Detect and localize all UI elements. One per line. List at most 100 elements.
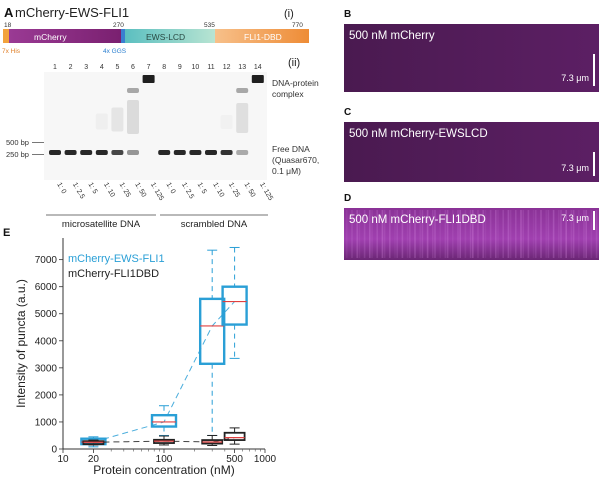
micrograph-puncta-streak bbox=[489, 210, 492, 258]
micrograph-image bbox=[344, 122, 599, 182]
micrograph-puncta-streak bbox=[558, 210, 560, 258]
lane-number: 6 bbox=[131, 64, 135, 71]
micrograph-puncta-streak bbox=[583, 210, 585, 258]
y-tick-label: 1000 bbox=[35, 417, 58, 428]
ews-lcd-label: EWS-LCD bbox=[146, 32, 185, 42]
micrograph-puncta-streak bbox=[356, 210, 358, 258]
micrograph-puncta-streak bbox=[497, 210, 499, 258]
free-dna-band bbox=[80, 150, 93, 155]
complex-band bbox=[251, 75, 264, 83]
panel-a-sub-ii: (ii) bbox=[288, 57, 300, 69]
marker-label-500bp: 500 bp bbox=[6, 138, 29, 147]
free-dna-band bbox=[173, 150, 186, 155]
lane-number: 4 bbox=[100, 64, 104, 71]
scale-bar-label: 7.3 μm bbox=[561, 73, 589, 83]
box-iqr bbox=[223, 431, 246, 441]
lane-number: 14 bbox=[254, 64, 262, 71]
his-tag-block bbox=[3, 29, 9, 43]
box-iqr bbox=[198, 297, 226, 365]
micrograph-puncta-streak bbox=[426, 210, 429, 258]
micrograph-puncta-streak bbox=[351, 210, 353, 258]
lane-number: 5 bbox=[115, 64, 119, 71]
position-label: 770 bbox=[292, 22, 303, 29]
complex-label: complex bbox=[272, 89, 304, 99]
x-tick-label: 20 bbox=[88, 454, 100, 465]
micrograph-puncta-streak bbox=[565, 210, 567, 258]
fli1-dbd-label: FLI1-DBD bbox=[244, 32, 282, 42]
shift-smear bbox=[111, 107, 124, 132]
marker-label-250bp: 250 bp bbox=[6, 150, 29, 159]
lane-ratio: 1: 5 bbox=[196, 182, 208, 196]
position-label: 270 bbox=[113, 22, 124, 29]
lane-ratio: 1: 25 bbox=[118, 182, 132, 199]
free-dna-band bbox=[220, 150, 233, 155]
y-axis-label: Intensity of puncta (a.u.) bbox=[14, 279, 28, 408]
lane-ratio: 1: 10 bbox=[211, 182, 225, 199]
ggs-linker-label: 4x GGS bbox=[103, 48, 127, 55]
micrograph-puncta-streak bbox=[552, 210, 555, 258]
x-tick-label: 10 bbox=[57, 454, 69, 465]
panel-e-letter: E bbox=[3, 227, 10, 239]
x-axis-label: Protein concentration (nM) bbox=[93, 463, 234, 477]
micrograph-puncta-streak bbox=[595, 210, 598, 258]
micrograph-puncta-streak bbox=[545, 210, 547, 258]
micrograph-puncta-streak bbox=[394, 210, 396, 258]
micrograph-puncta-streak bbox=[532, 210, 535, 258]
free-dna-band bbox=[127, 150, 139, 155]
micrograph-image bbox=[344, 24, 599, 92]
micrograph-panels: B 500 nM mCherry 7.3 μm C 500 nM mCherry-EWS… bbox=[344, 9, 599, 260]
micrograph-puncta-streak bbox=[560, 210, 562, 258]
micrograph-puncta-streak bbox=[409, 210, 411, 258]
position-label: 535 bbox=[204, 22, 215, 29]
micrograph-puncta-streak bbox=[484, 210, 487, 258]
complex-band bbox=[142, 75, 155, 83]
micrograph-puncta-streak bbox=[482, 210, 484, 258]
free-dna-band bbox=[95, 150, 108, 155]
micrograph-puncta-streak bbox=[540, 210, 542, 258]
free-dna-band bbox=[64, 150, 77, 155]
construct-diagram bbox=[3, 29, 309, 43]
micrograph-puncta-streak bbox=[383, 210, 386, 258]
micrograph-puncta-streak bbox=[371, 210, 373, 258]
micrograph-puncta-streak bbox=[570, 210, 573, 258]
micrograph-puncta-streak bbox=[452, 210, 454, 258]
lane-ratio: 1: 50 bbox=[242, 182, 256, 199]
shift-smear bbox=[236, 103, 249, 133]
micrograph-image bbox=[344, 208, 599, 260]
y-tick-label: 0 bbox=[51, 445, 57, 456]
complex-band bbox=[236, 88, 249, 93]
micrograph-puncta-streak bbox=[446, 210, 449, 258]
mcherry-label: mCherry bbox=[34, 32, 67, 42]
lane-ratio: 1: 50 bbox=[133, 182, 147, 199]
his-tag-label: 7x His bbox=[2, 48, 21, 55]
micrograph-puncta-streak bbox=[507, 210, 510, 258]
lane-number: 3 bbox=[84, 64, 88, 71]
lane-ratio: 1: 5 bbox=[86, 182, 98, 196]
lane-number: 1 bbox=[53, 64, 57, 71]
free-dna-band bbox=[189, 150, 202, 155]
legend-entry: mCherry-EWS-FLI1 bbox=[68, 253, 165, 265]
micrograph-puncta-streak bbox=[396, 210, 398, 258]
micrograph-puncta-streak bbox=[346, 210, 348, 258]
shift-smear bbox=[95, 113, 108, 130]
lane-ratio: 1: 0 bbox=[55, 182, 67, 196]
shift-smear bbox=[127, 100, 139, 134]
lane-ratio: 1: 25 bbox=[227, 182, 241, 199]
group-label-microsatellite: microsatellite DNA bbox=[62, 219, 141, 230]
scale-bar-label: 7.3 μm bbox=[561, 163, 589, 173]
micrograph-puncta-streak bbox=[369, 210, 371, 258]
free-dna-band bbox=[205, 150, 217, 155]
free-dna-label: (Quasar670, bbox=[272, 155, 319, 165]
series-trend-line bbox=[93, 437, 235, 443]
micrograph-puncta-streak bbox=[477, 210, 479, 258]
box-iqr bbox=[150, 413, 178, 428]
y-tick-label: 3000 bbox=[35, 363, 58, 374]
position-label: 18 bbox=[4, 22, 12, 29]
micrograph-puncta-streak bbox=[590, 210, 593, 258]
micrograph-letter: D bbox=[344, 193, 351, 204]
micrograph-puncta-streak bbox=[502, 210, 504, 258]
micrograph-puncta-streak bbox=[381, 210, 384, 258]
lane-number: 10 bbox=[192, 64, 200, 71]
